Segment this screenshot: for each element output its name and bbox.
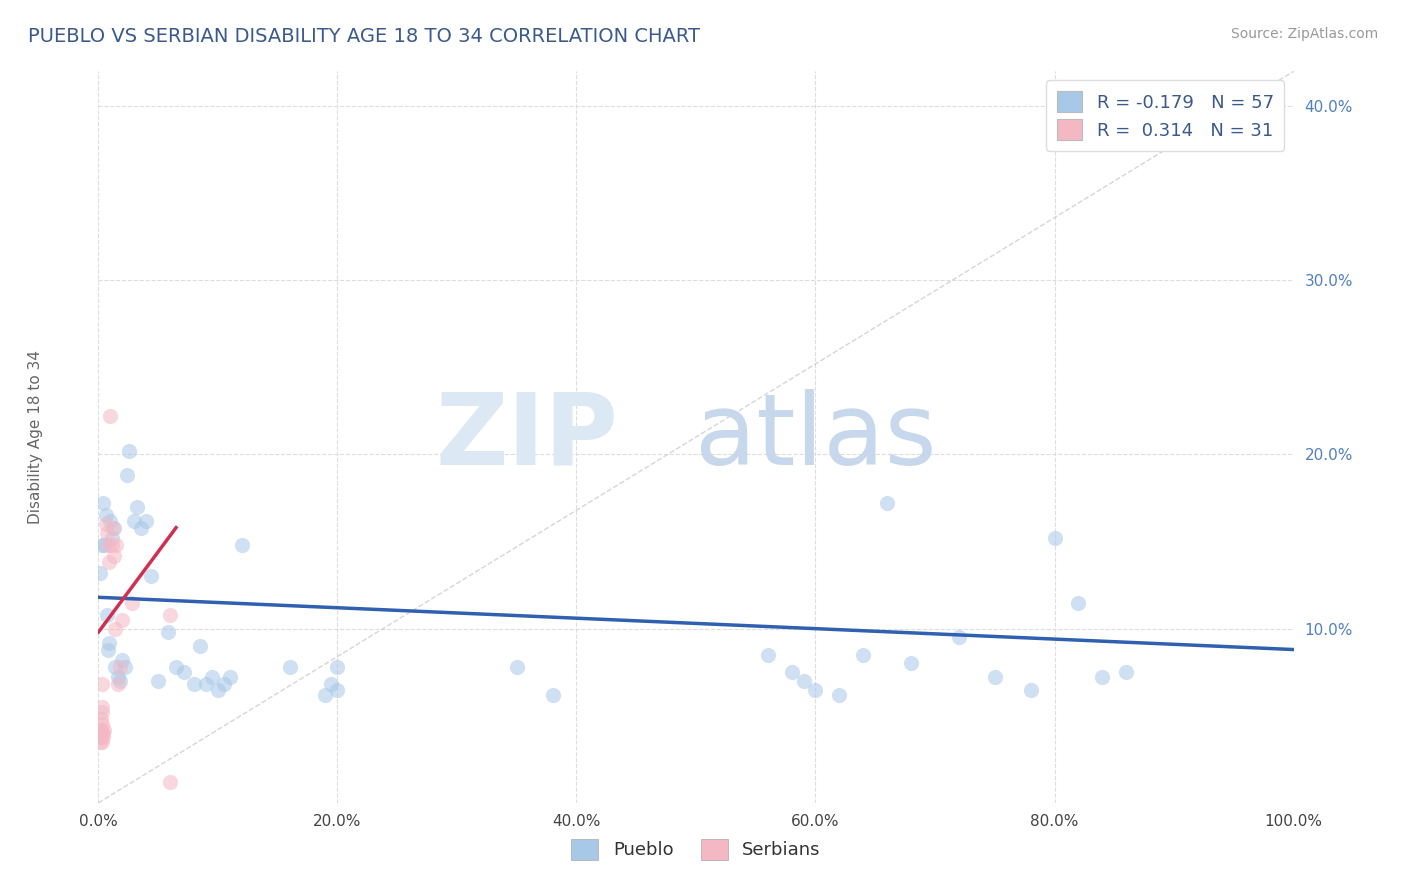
Point [107,677,129,691]
Point [207,682,229,697]
Point [94,517,117,532]
Point [108,673,131,688]
Point [852,648,875,662]
Point [118,444,141,458]
Point [139,569,162,583]
Point [97,642,120,657]
Point [165,660,187,674]
Point [108,660,131,674]
Point [91,705,114,719]
Point [103,521,125,535]
Point [91,730,114,744]
Legend: Pueblo, Serbians: Pueblo, Serbians [564,831,828,867]
Point [98,635,121,649]
Point [90,723,112,737]
Point [89,566,111,580]
Point [98,556,121,570]
Point [315,688,337,702]
Point [1019,682,1042,697]
Point [1115,665,1137,680]
Point [98,514,122,528]
Point [91,717,114,731]
Point [100,531,122,545]
Point [90,730,112,744]
Point [984,670,1007,684]
Point [1043,531,1066,545]
Point [183,677,205,691]
Point [91,496,114,510]
Point [93,723,115,737]
Point [131,521,153,535]
Point [124,514,146,528]
Point [115,468,138,483]
Point [876,496,898,510]
Point [541,688,564,702]
Point [1067,595,1090,609]
Point [104,660,127,674]
Point [94,508,117,523]
Point [201,670,224,684]
Point [156,625,179,640]
Point [321,677,343,691]
Point [804,682,827,697]
Point [828,688,851,702]
Point [90,712,112,726]
Point [89,723,111,737]
Point [231,538,253,552]
Y-axis label: Disability Age 18 to 34: Disability Age 18 to 34 [28,350,42,524]
Point [278,660,301,674]
Point [89,735,111,749]
Point [104,622,127,636]
Point [148,673,170,688]
Point [93,538,115,552]
Point [90,726,112,740]
Point [326,682,349,697]
Point [89,730,111,744]
Point [96,607,118,622]
Point [506,660,529,674]
Point [97,538,120,552]
Point [219,670,242,684]
Point [212,677,235,691]
Point [188,639,211,653]
Point [326,660,349,674]
Point [173,665,195,680]
Point [900,657,922,671]
Point [111,653,134,667]
Point [114,660,136,674]
Point [91,700,114,714]
Point [91,538,114,552]
Point [125,500,148,514]
Point [96,525,118,540]
Text: Source: ZipAtlas.com: Source: ZipAtlas.com [1230,27,1378,41]
Point [756,648,779,662]
Point [98,409,122,424]
Point [111,613,134,627]
Point [135,514,157,528]
Point [91,726,114,740]
Point [91,677,114,691]
Text: ZIP: ZIP [436,389,619,485]
Point [159,775,181,789]
Point [121,595,143,609]
Point [793,673,815,688]
Text: atlas: atlas [695,389,936,485]
Point [195,677,218,691]
Point [103,549,125,563]
Point [107,670,129,684]
Text: PUEBLO VS SERBIAN DISABILITY AGE 18 TO 34 CORRELATION CHART: PUEBLO VS SERBIAN DISABILITY AGE 18 TO 3… [28,27,700,45]
Point [101,521,124,535]
Point [1091,670,1114,684]
Point [91,735,114,749]
Point [780,665,803,680]
Point [100,538,122,552]
Point [948,631,970,645]
Point [159,607,181,622]
Point [105,538,128,552]
